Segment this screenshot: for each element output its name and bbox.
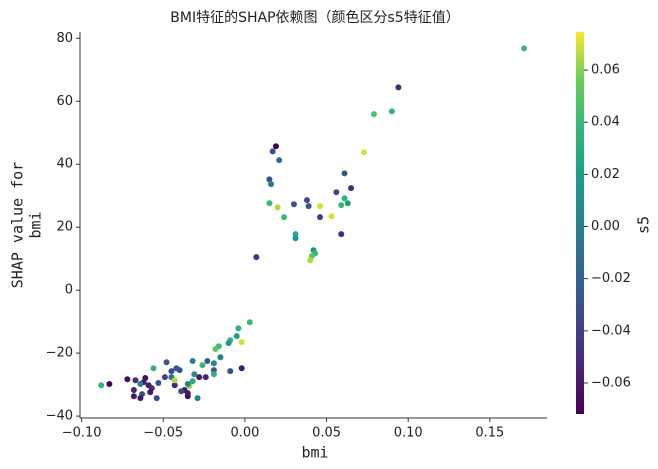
point [202, 374, 209, 381]
point [292, 235, 299, 242]
point [204, 358, 211, 365]
colorbar-tick-label: 0.04 [591, 115, 620, 130]
colorbar-tick-label: −0.04 [591, 323, 631, 338]
point [272, 143, 279, 150]
point [153, 395, 160, 402]
colorbar [576, 32, 584, 414]
x-axis-label: bmi [301, 444, 328, 462]
point [344, 200, 351, 207]
point [328, 213, 335, 220]
y-tick-label: −40 [46, 409, 73, 424]
point [235, 325, 242, 332]
point [338, 202, 345, 209]
point [196, 374, 203, 381]
point [317, 203, 324, 210]
point [191, 371, 198, 378]
point [238, 339, 245, 346]
point [253, 254, 260, 261]
point [269, 148, 276, 155]
point [163, 359, 170, 366]
point [130, 386, 137, 393]
x-tick-label: −0.05 [143, 426, 183, 441]
point [227, 368, 234, 375]
point [171, 382, 178, 389]
colorbar-tick-label: 0.02 [591, 167, 620, 182]
point [305, 203, 312, 210]
point [233, 333, 240, 340]
point [341, 170, 348, 177]
x-tick-label: 0.10 [394, 426, 423, 441]
point [212, 346, 219, 353]
point [388, 108, 395, 115]
point [246, 319, 253, 326]
point [98, 382, 105, 389]
point [317, 214, 324, 221]
colorbar-tick-label: 0.06 [591, 63, 620, 78]
x-tick-label: 0.05 [312, 426, 341, 441]
point [348, 185, 355, 192]
y-axis-label: SHAP value for [9, 162, 27, 288]
point [361, 149, 368, 156]
point [303, 197, 310, 204]
y-tick-label: 20 [56, 220, 73, 235]
point [333, 189, 340, 196]
colorbar-label: s5 [635, 216, 653, 234]
point [184, 380, 191, 387]
y-tick-label: −20 [46, 346, 73, 361]
point [150, 365, 157, 372]
point [338, 231, 345, 238]
point [274, 204, 281, 211]
y-tick-label: 40 [56, 157, 73, 172]
point [225, 340, 232, 347]
point [132, 377, 139, 384]
point [307, 257, 314, 264]
point [210, 360, 217, 367]
point [171, 377, 178, 384]
point [145, 382, 152, 389]
point [370, 111, 377, 118]
point [266, 176, 273, 183]
point [217, 354, 224, 361]
point [290, 201, 297, 208]
point [238, 365, 245, 372]
point [210, 371, 217, 378]
colorbar-tick-label: −0.06 [591, 375, 631, 390]
point [137, 395, 144, 402]
colorbar-tick-label: −0.02 [591, 271, 631, 286]
y-tick-label: 60 [56, 94, 73, 109]
point [194, 395, 201, 402]
point [395, 84, 402, 91]
point [268, 181, 275, 188]
point [521, 45, 528, 52]
point [147, 389, 154, 396]
point [130, 393, 137, 400]
point [173, 365, 180, 372]
point [106, 380, 113, 387]
point [189, 358, 196, 365]
point [341, 195, 348, 202]
point [276, 157, 283, 164]
point [281, 214, 288, 221]
point [189, 378, 196, 385]
point [199, 362, 206, 369]
point [161, 374, 168, 381]
y-tick-label: 0 [65, 283, 73, 298]
point [137, 380, 144, 387]
y-axis-label: bmi [27, 211, 45, 238]
point [184, 393, 191, 400]
point [124, 376, 131, 383]
point [155, 380, 162, 387]
x-tick-label: 0.00 [230, 426, 259, 441]
point [178, 388, 185, 395]
y-tick-label: 80 [56, 31, 73, 46]
x-tick-label: 0.15 [475, 426, 504, 441]
colorbar-tick-label: 0.00 [591, 219, 620, 234]
point [168, 368, 175, 375]
point [266, 200, 273, 207]
x-tick-label: −0.10 [62, 426, 102, 441]
chart-title: BMI特征的SHAP依赖图（颜色区分s5特征值） [170, 9, 459, 26]
